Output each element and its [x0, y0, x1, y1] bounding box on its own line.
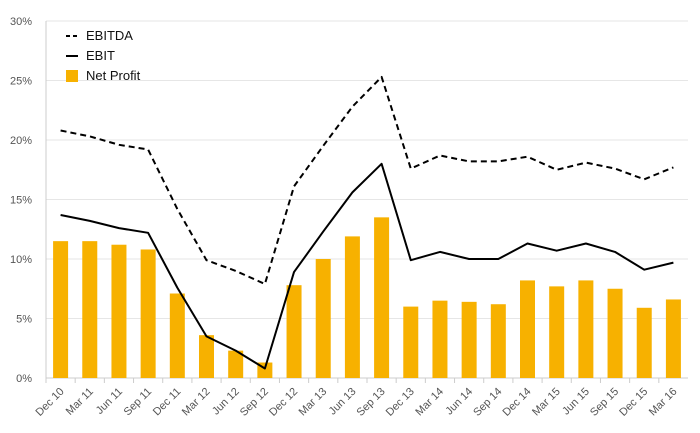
bar-net-profit — [490, 304, 506, 378]
x-tick-label: Jun 12 — [210, 386, 242, 418]
line-ebitda — [60, 75, 674, 285]
x-tick-label: Jun 14 — [443, 386, 475, 418]
x-tick-label: Dec 12 — [267, 386, 300, 419]
bar-net-profit — [53, 241, 69, 378]
y-tick-label: 25% — [10, 76, 32, 88]
x-tick-label: Dec 15 — [617, 386, 650, 419]
x-tick-label: Dec 11 — [151, 386, 184, 419]
legend-label-ebitda: EBITDA — [86, 28, 133, 43]
x-tick-label: Sep 14 — [471, 386, 504, 419]
x-tick-label: Jun 13 — [327, 386, 359, 418]
bar-net-profit — [578, 280, 594, 378]
bar-net-profit — [520, 280, 535, 378]
x-tick-label: Mar 11 — [64, 386, 96, 418]
y-tick-label: 30% — [10, 16, 32, 28]
x-tick-label: Mar 16 — [647, 386, 680, 419]
bar-net-profit — [374, 217, 390, 378]
bar-net-profit — [286, 285, 302, 378]
y-tick-label: 20% — [10, 135, 32, 147]
x-tick-label: Dec 10 — [34, 386, 67, 419]
bar-net-profit — [636, 307, 652, 378]
y-tick-label: 0% — [16, 373, 32, 385]
x-tick-label: Jun 11 — [94, 386, 125, 417]
x-tick-label: Mar 15 — [530, 386, 563, 419]
y-tick-label: 10% — [10, 254, 32, 266]
bar-net-profit — [315, 259, 331, 378]
x-tick-label: Sep 13 — [355, 386, 388, 419]
bars-layer — [53, 217, 681, 378]
x-tick-label: Mar 12 — [180, 386, 213, 419]
x-tick-label: Sep 12 — [238, 386, 271, 419]
bar-net-profit — [111, 244, 127, 378]
bar-net-profit — [199, 335, 214, 378]
bar-net-profit — [432, 300, 448, 378]
bar-net-profit — [461, 301, 477, 378]
bar-net-profit — [403, 306, 419, 378]
bar-net-profit — [549, 286, 565, 378]
x-tick-label: Jun 15 — [560, 386, 592, 418]
bar-net-profit — [344, 236, 360, 378]
bar-net-profit — [169, 293, 185, 378]
legend-label-ebit: EBIT — [86, 48, 115, 63]
x-tick-label: Sep 15 — [588, 386, 621, 419]
bar-net-profit — [228, 350, 244, 378]
y-tick-label: 15% — [10, 195, 32, 207]
legend-label-net-profit: Net Profit — [86, 68, 141, 83]
line-ebit — [60, 162, 674, 370]
bar-net-profit — [665, 299, 681, 378]
legend: EBITDA EBIT Net Profit — [66, 28, 141, 83]
bar-net-profit — [82, 241, 98, 378]
bar-net-profit — [607, 288, 623, 378]
legend-swatch-net-profit — [66, 70, 78, 82]
y-tick-label: 5% — [16, 314, 32, 326]
x-tick-label: Mar 14 — [413, 386, 446, 419]
x-tick-label: Dec 13 — [384, 386, 417, 419]
bar-net-profit — [140, 249, 156, 378]
x-tick-label: Mar 13 — [297, 386, 330, 419]
x-tick-label: Sep 11 — [122, 386, 155, 419]
x-tick-label: Dec 14 — [500, 386, 533, 419]
lines-layer — [60, 75, 674, 370]
